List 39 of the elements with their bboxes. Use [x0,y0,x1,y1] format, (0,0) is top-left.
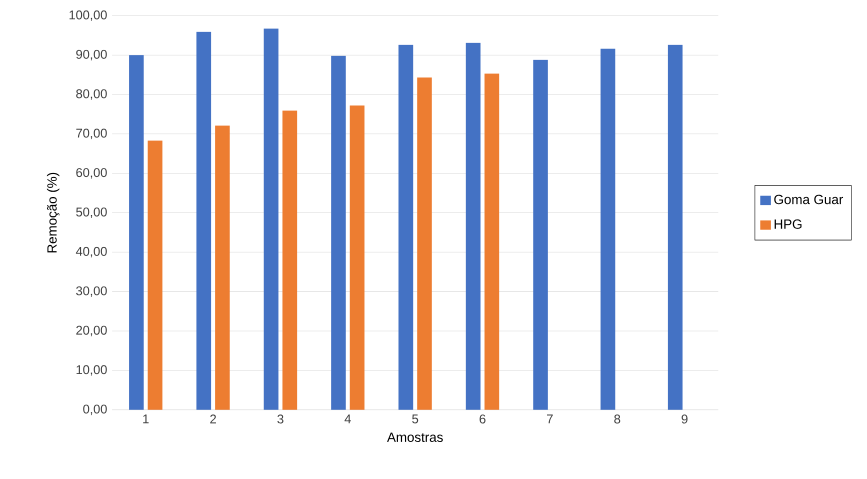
legend-label: HPG [774,219,802,229]
y-tick-label: 50,00 [76,208,107,218]
y-tick-label: 10,00 [76,365,107,376]
bar [331,56,346,410]
legend-label: Goma Guar [774,194,844,204]
x-tick-label: 4 [344,414,351,424]
x-tick-label: 2 [210,414,216,424]
x-tick-label: 3 [277,414,284,424]
y-tick-label: 40,00 [76,247,107,258]
bar [196,32,212,410]
bar [417,78,432,410]
y-tick-label: 100,00 [70,10,107,21]
bar [398,44,414,410]
x-tick-label: 8 [614,414,620,424]
x-tick-label: 9 [682,414,688,424]
y-tick-label: 30,00 [76,286,107,297]
bar [600,48,616,410]
bar [264,28,278,410]
y-tick-label: 0,00 [83,404,107,416]
y-tick-label: 80,00 [76,89,107,100]
bar [282,110,298,410]
y-tick-label: 60,00 [76,168,107,179]
bar [215,126,230,410]
bar [533,60,548,410]
y-tick-label: 20,00 [76,326,107,336]
bar [350,106,364,410]
bar [484,74,500,410]
bar [129,55,144,410]
x-tick-label: 1 [143,414,149,424]
y-tick-label: 70,00 [76,128,107,140]
x-axis-title: Amostras [387,432,443,442]
bar [668,44,683,410]
bar [148,140,162,410]
y-axis-title: Remoção (%) [46,172,60,252]
x-tick-label: 5 [412,414,418,424]
y-tick-label: 90,00 [76,50,107,60]
x-tick-label: 6 [480,414,486,424]
bar [466,42,481,410]
x-tick-label: 7 [547,414,553,424]
